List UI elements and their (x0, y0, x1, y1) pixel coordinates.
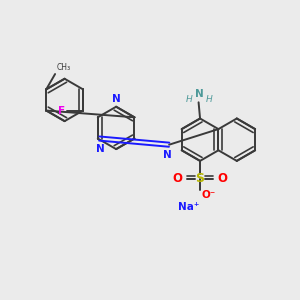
Text: H: H (206, 95, 213, 104)
Text: CH₃: CH₃ (57, 63, 71, 72)
Text: O: O (172, 172, 182, 185)
Text: F: F (58, 106, 65, 116)
Text: H: H (185, 95, 192, 104)
Text: S: S (196, 172, 205, 185)
Text: N: N (163, 150, 172, 160)
Text: Na⁺: Na⁺ (178, 202, 200, 212)
Text: N: N (195, 89, 203, 99)
Text: N: N (112, 94, 121, 104)
Text: O⁻: O⁻ (202, 190, 216, 200)
Text: O: O (218, 172, 228, 185)
Text: N: N (96, 144, 105, 154)
